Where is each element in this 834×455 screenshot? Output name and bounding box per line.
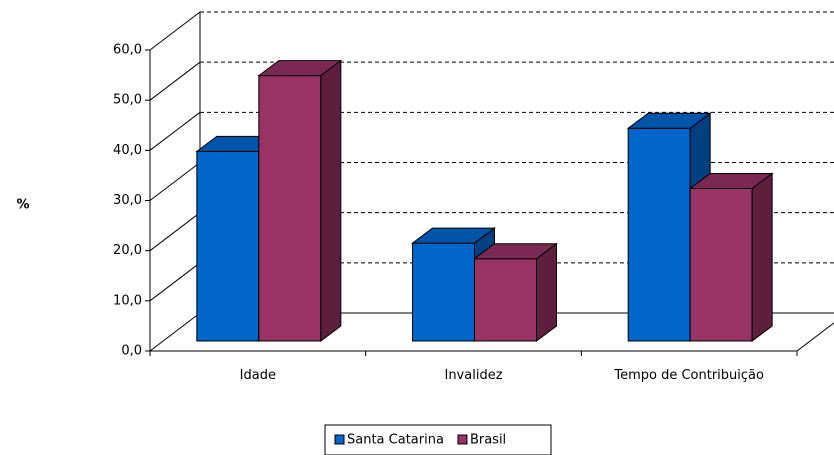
y-tick-labels: 0,0 10,0 20,0 30,0 40,0 50,0 60,0 — [113, 43, 142, 359]
gridline-diagonal — [149, 262, 201, 302]
gridline-diagonal — [149, 111, 201, 151]
legend-label: Brasil — [470, 433, 506, 448]
y-tick-label: 50,0 — [113, 93, 142, 108]
bar-brasil — [257, 59, 343, 342]
legend-swatch — [334, 434, 345, 445]
bar-side — [536, 242, 557, 342]
bar-side — [320, 59, 342, 342]
gridline-diagonal — [149, 162, 201, 201]
gridline-diagonal — [149, 212, 201, 252]
y-tick-label: 60,0 — [113, 43, 142, 58]
category-label: Invalidez — [444, 368, 502, 383]
bar-brasil — [688, 172, 774, 342]
category-label: Tempo de Contribuição — [613, 368, 764, 383]
bar-front — [689, 187, 753, 342]
y-tick-label: 20,0 — [113, 243, 142, 258]
y-axis-label: % — [16, 198, 29, 213]
y-tick-label: 0,0 — [121, 344, 142, 359]
y-tick-label: 10,0 — [113, 293, 142, 308]
legend-box — [324, 424, 552, 455]
y-tick-label: 40,0 — [113, 143, 142, 158]
legend-label: Santa Catarina — [347, 433, 444, 448]
y-tick-label: 30,0 — [113, 193, 142, 208]
legend: Santa Catarina Brasil — [324, 424, 552, 455]
gridline-diagonal — [149, 11, 201, 51]
category-label: Idade — [240, 368, 276, 383]
bars — [195, 59, 774, 342]
bar-front — [196, 150, 260, 342]
bar-front — [258, 75, 322, 342]
axes — [145, 49, 798, 356]
gridline-diagonal — [149, 61, 201, 101]
category-labels: Idade Invalidez Tempo de Contribuição — [240, 368, 764, 383]
bar-front — [412, 242, 475, 342]
bar-front — [627, 127, 691, 342]
legend-swatch — [457, 434, 468, 445]
bar-brasil — [472, 242, 559, 342]
bar-side — [751, 172, 773, 342]
bar-front — [474, 258, 537, 342]
